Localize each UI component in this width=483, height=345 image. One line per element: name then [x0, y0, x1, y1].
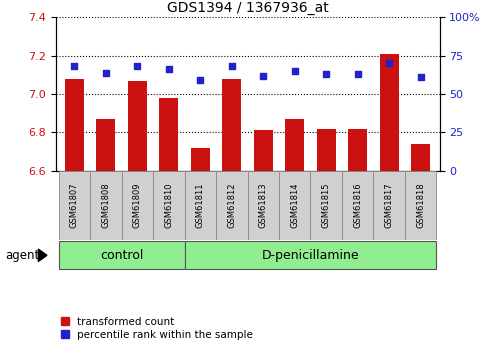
- Bar: [216, 171, 248, 240]
- Text: agent: agent: [5, 249, 39, 262]
- Point: [322, 71, 330, 77]
- Bar: [411, 144, 430, 171]
- Bar: [317, 129, 336, 171]
- Point: [291, 68, 298, 74]
- Bar: [191, 148, 210, 171]
- Text: GSM61816: GSM61816: [353, 183, 362, 228]
- Point: [354, 71, 362, 77]
- Bar: [342, 171, 373, 240]
- Bar: [248, 171, 279, 240]
- Bar: [311, 171, 342, 240]
- Bar: [380, 54, 398, 171]
- Point: [385, 61, 393, 66]
- Text: GSM61810: GSM61810: [164, 183, 173, 228]
- Text: GSM61815: GSM61815: [322, 183, 331, 228]
- Bar: [59, 171, 90, 240]
- Polygon shape: [38, 249, 47, 262]
- Bar: [222, 79, 241, 171]
- Bar: [122, 171, 153, 240]
- Bar: [128, 81, 147, 171]
- Text: GSM61809: GSM61809: [133, 183, 142, 228]
- Bar: [65, 79, 84, 171]
- Text: GSM61807: GSM61807: [70, 183, 79, 228]
- Text: control: control: [100, 249, 143, 262]
- Bar: [254, 130, 273, 171]
- Bar: [97, 119, 115, 171]
- Point: [417, 75, 425, 80]
- Legend: transformed count, percentile rank within the sample: transformed count, percentile rank withi…: [61, 317, 253, 340]
- Bar: [59, 241, 185, 269]
- Text: GSM61811: GSM61811: [196, 183, 205, 228]
- Point: [259, 73, 267, 78]
- Text: GSM61813: GSM61813: [259, 183, 268, 228]
- Point: [71, 63, 78, 69]
- Bar: [348, 129, 367, 171]
- Title: GDS1394 / 1367936_at: GDS1394 / 1367936_at: [167, 1, 328, 15]
- Bar: [90, 171, 122, 240]
- Bar: [279, 171, 311, 240]
- Bar: [185, 241, 436, 269]
- Point: [197, 77, 204, 83]
- Point: [102, 70, 110, 75]
- Bar: [373, 171, 405, 240]
- Text: D-penicillamine: D-penicillamine: [262, 249, 359, 262]
- Bar: [285, 119, 304, 171]
- Point: [228, 63, 236, 69]
- Text: GSM61814: GSM61814: [290, 183, 299, 228]
- Bar: [153, 171, 185, 240]
- Text: GSM61817: GSM61817: [384, 183, 394, 228]
- Text: GSM61808: GSM61808: [101, 183, 111, 228]
- Bar: [405, 171, 436, 240]
- Point: [165, 67, 173, 72]
- Text: GSM61818: GSM61818: [416, 183, 425, 228]
- Point: [133, 63, 141, 69]
- Bar: [159, 98, 178, 171]
- Bar: [185, 171, 216, 240]
- Text: GSM61812: GSM61812: [227, 183, 236, 228]
